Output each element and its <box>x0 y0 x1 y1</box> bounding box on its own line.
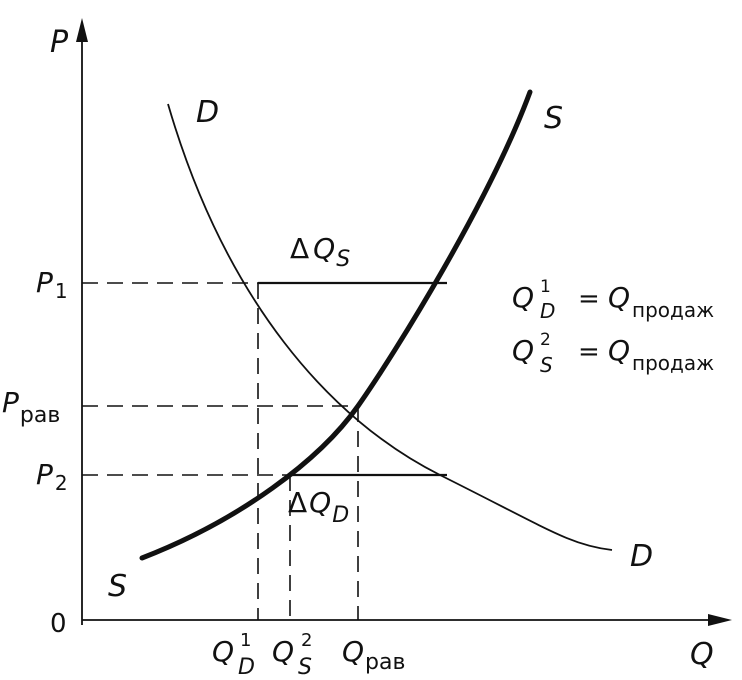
supply-label-bottom: S <box>108 569 127 604</box>
peq-label: Pрав <box>2 386 60 428</box>
qeq-label-sub: рав <box>365 650 405 675</box>
demand-label-bottom: D <box>630 539 653 574</box>
eq2-equals: = <box>578 337 600 367</box>
qd1-label-sub: D <box>238 655 255 680</box>
peq-label-main: P <box>2 386 19 419</box>
delta-qd-sub: D <box>332 503 349 528</box>
p1-label-sub: 1 <box>55 279 68 303</box>
p2-label-main: P <box>36 458 53 491</box>
p2-label-sub: 2 <box>55 471 68 495</box>
demand-label-top: D <box>196 95 219 130</box>
eq2-rhs: Q <box>608 334 630 367</box>
equation-1: Q 1 D = Q продаж <box>512 277 714 323</box>
eq1-sub: D <box>540 299 555 323</box>
qd1-label: Q <box>212 635 234 668</box>
qeq-label: Qрав <box>342 635 405 675</box>
qd1-label-sup: 1 <box>240 630 251 651</box>
delta-qs-main: Q <box>313 232 335 265</box>
peq-label-sub: рав <box>20 403 60 428</box>
p1-label-main: P <box>36 266 53 299</box>
eq2-sup: 2 <box>540 330 551 350</box>
delta-qd-label: ΔQD <box>288 486 349 528</box>
qs2-label: Q <box>272 635 294 668</box>
eq1-rhs: Q <box>608 281 630 314</box>
equation-2: Q 2 S = Q продаж <box>512 330 714 377</box>
price-axis-label: P <box>50 25 69 60</box>
eq1-rhs-sub: продаж <box>632 298 714 322</box>
eq1-main: Q <box>512 281 534 314</box>
qs2-label-sub: S <box>298 655 312 680</box>
delta-qd-symbol: Δ <box>288 486 307 519</box>
delta-qd-main: Q <box>309 486 331 519</box>
eq2-rhs-sub: продаж <box>632 351 714 375</box>
eq2-main: Q <box>512 334 534 367</box>
qs2-label-sup: 2 <box>301 630 312 651</box>
origin-label: 0 <box>50 609 67 639</box>
demand-curve <box>167 103 613 551</box>
supply-curve <box>139 89 533 561</box>
eq1-sup: 1 <box>540 277 551 297</box>
price-axis-arrow <box>76 18 88 42</box>
qeq-label-main: Q <box>342 635 364 668</box>
eq1-equals: = <box>578 284 600 314</box>
supply-label-top: S <box>544 101 563 136</box>
eq2-sub: S <box>540 353 553 377</box>
quantity-axis-label: Q <box>690 637 714 672</box>
quantity-axis-arrow <box>708 614 732 626</box>
delta-qs-symbol: Δ <box>290 232 309 265</box>
delta-qs-sub: S <box>336 247 350 272</box>
delta-qs-label: Δ QS <box>290 232 350 272</box>
